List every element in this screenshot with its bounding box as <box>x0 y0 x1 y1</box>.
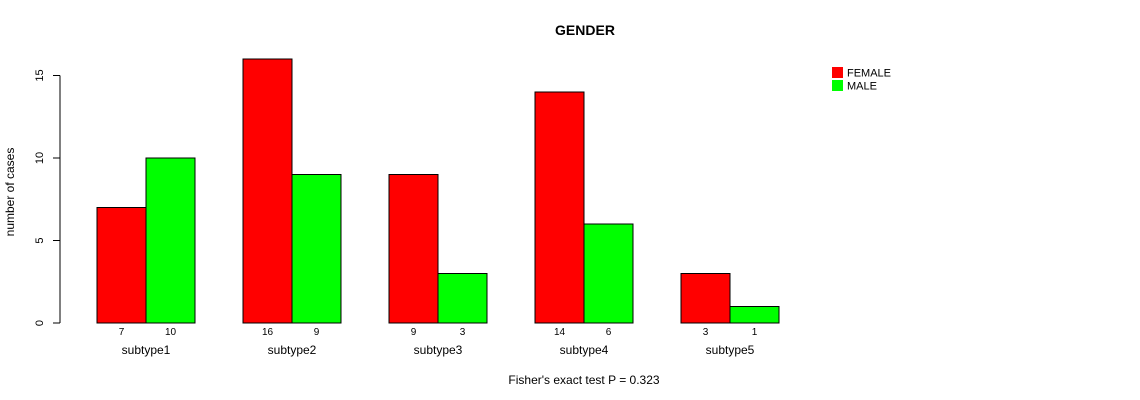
category-label: subtype3 <box>414 343 463 357</box>
bar-subtype2-male <box>291 174 342 324</box>
value-labels-group: 7 10 16 9 9 3 14 6 3 1 <box>119 327 758 338</box>
bar-subtype3-male <box>437 273 488 324</box>
bar-value-label: 3 <box>703 327 709 338</box>
category-label: subtype4 <box>560 343 609 357</box>
y-tick-label: 15 <box>34 69 46 81</box>
bar-value-label: 9 <box>314 327 320 338</box>
bar-subtype4-female <box>534 91 585 324</box>
y-axis-label: number of cases <box>3 148 17 237</box>
category-label: subtype1 <box>122 343 171 357</box>
bar-value-label: 1 <box>752 327 758 338</box>
legend-label: FEMALE <box>847 68 891 80</box>
y-tick-label: 10 <box>34 152 46 164</box>
bar-value-label: 9 <box>411 327 417 338</box>
bar-subtype5-female <box>680 273 731 324</box>
bar-subtype5-male <box>729 306 780 324</box>
y-tick-label: 5 <box>34 237 46 243</box>
bar-subtype4-male <box>583 223 634 324</box>
bars-group <box>96 58 780 324</box>
legend-swatch-male <box>832 80 843 91</box>
x-axis-label: Fisher's exact test P = 0.323 <box>508 373 659 387</box>
bar-value-label: 16 <box>262 327 274 338</box>
legend-swatch-female <box>832 67 843 78</box>
category-label: subtype2 <box>268 343 317 357</box>
bar-value-label: 7 <box>119 327 125 338</box>
chart-title: GENDER <box>555 22 615 38</box>
bar-subtype3-female <box>388 174 439 324</box>
bar-subtype1-female <box>96 207 147 324</box>
legend-label: MALE <box>847 81 877 93</box>
bar-subtype1-male <box>145 157 196 324</box>
y-tick-label: 0 <box>34 320 46 326</box>
bar-value-label: 10 <box>165 327 177 338</box>
bar-value-label: 3 <box>460 327 466 338</box>
bar-subtype2-female <box>242 58 293 324</box>
y-axis: 0 5 10 15 <box>34 69 61 326</box>
category-labels-group: subtype1 subtype2 subtype3 subtype4 subtype5 <box>122 343 755 357</box>
bar-value-label: 14 <box>554 327 566 338</box>
bar-value-label: 6 <box>606 327 612 338</box>
category-label: subtype5 <box>706 343 755 357</box>
